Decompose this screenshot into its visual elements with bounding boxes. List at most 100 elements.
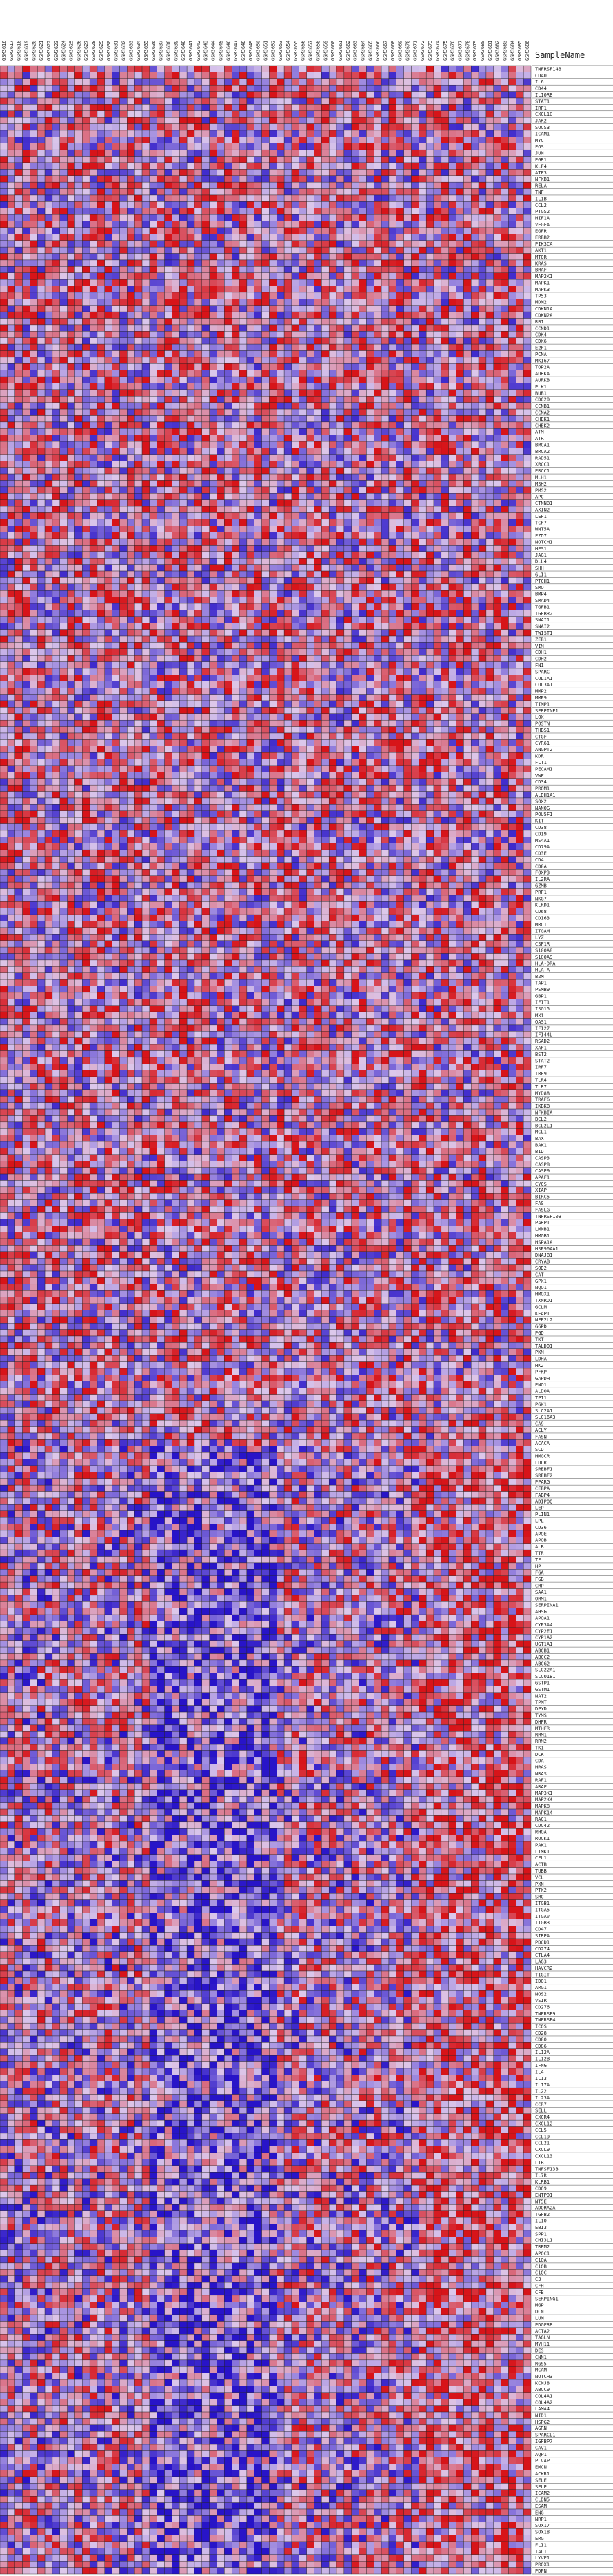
heatmap-cell [0, 78, 8, 86]
heatmap-cell [231, 389, 240, 397]
heatmap-cell [388, 137, 396, 143]
heatmap-cell [261, 188, 270, 196]
heatmap-cell [419, 149, 427, 157]
heatmap-cell [388, 84, 396, 92]
heatmap-cell [119, 389, 128, 397]
heatmap-cell [186, 299, 195, 306]
heatmap-cell [82, 221, 90, 228]
heatmap-cell [44, 376, 53, 383]
heatmap-cell [74, 227, 83, 234]
heatmap-cell [67, 234, 75, 241]
heatmap-cell [104, 311, 112, 319]
heatmap-cell [97, 389, 105, 397]
heatmap-cell [194, 493, 203, 500]
heatmap-cell [321, 299, 330, 306]
heatmap-cell [388, 123, 396, 131]
heatmap-cell [321, 130, 330, 137]
heatmap-cell [314, 181, 322, 189]
heatmap-cell [179, 499, 188, 507]
heatmap-cell [478, 130, 487, 137]
heatmap-cell [411, 486, 419, 494]
heatmap-cell [485, 473, 494, 481]
heatmap-cell [283, 253, 292, 261]
heatmap-cell [59, 123, 68, 131]
heatmap-cell [374, 441, 382, 448]
heatmap-cell [22, 156, 30, 163]
heatmap-cell [157, 305, 165, 312]
heatmap-cell [523, 467, 532, 475]
heatmap-cell [104, 396, 112, 403]
heatmap-cell [306, 350, 314, 358]
heatmap-cell [269, 279, 277, 286]
heatmap-cell [30, 435, 38, 442]
heatmap-cell [157, 408, 165, 416]
heatmap-cell [396, 175, 404, 183]
heatmap-cell [478, 72, 487, 79]
heatmap-cell [359, 137, 367, 143]
heatmap-cell [239, 318, 248, 326]
heatmap-cell [396, 84, 404, 92]
heatmap-cell [112, 299, 120, 306]
heatmap-cell [277, 499, 285, 507]
column-label: GSM3681 [488, 40, 493, 61]
heatmap-cell [508, 506, 516, 513]
heatmap-cell [471, 91, 479, 99]
heatmap-cell [67, 389, 75, 397]
heatmap-cell [381, 201, 390, 208]
heatmap-cell [30, 305, 38, 312]
heatmap-cell [359, 227, 367, 234]
heatmap-cell [456, 221, 464, 228]
heatmap-cell [441, 331, 449, 338]
heatmap-cell [291, 486, 300, 494]
heatmap-cell [74, 253, 83, 261]
heatmap-cell [396, 506, 404, 513]
heatmap-cell [388, 227, 396, 234]
heatmap-cell [44, 266, 53, 273]
heatmap-cell [37, 467, 46, 475]
heatmap-cell [82, 84, 90, 92]
heatmap-cell [0, 137, 8, 143]
heatmap-cell [508, 149, 516, 157]
heatmap-cell [254, 162, 262, 170]
heatmap-cell [74, 91, 83, 99]
heatmap-cell [141, 324, 150, 332]
heatmap-cell [403, 286, 412, 293]
heatmap-cell [478, 65, 487, 72]
heatmap-cell [172, 78, 180, 86]
heatmap-cell [30, 156, 38, 163]
heatmap-cell [179, 246, 188, 254]
heatmap-cell [277, 246, 285, 254]
heatmap-cell [425, 324, 434, 332]
heatmap-cell [501, 408, 509, 416]
heatmap-cell [299, 117, 307, 124]
heatmap-cell [172, 292, 180, 299]
heatmap-cell [0, 149, 8, 157]
heatmap-cell [194, 441, 203, 448]
heatmap-cell [516, 493, 524, 500]
heatmap-cell [89, 396, 98, 403]
heatmap-cell [448, 357, 456, 364]
heatmap-cell [456, 480, 464, 488]
heatmap-cell [441, 117, 449, 124]
heatmap-cell [403, 143, 412, 150]
heatmap-cell [411, 428, 419, 435]
heatmap-cell [493, 156, 501, 163]
heatmap-cell [74, 343, 83, 351]
heatmap-cell [485, 357, 494, 364]
heatmap-cell [112, 266, 120, 273]
heatmap-cell [299, 259, 307, 267]
heatmap-cell [179, 208, 188, 215]
heatmap-cell [14, 350, 23, 358]
heatmap-cell [246, 396, 254, 403]
heatmap-cell [508, 84, 516, 92]
heatmap-cell [306, 506, 314, 513]
heatmap-cell [239, 78, 248, 86]
heatmap-cell [44, 143, 53, 150]
heatmap-cell [157, 383, 165, 390]
heatmap-cell [246, 181, 254, 189]
heatmap-cell [30, 181, 38, 189]
heatmap-cell [463, 370, 472, 377]
heatmap-cell [456, 246, 464, 254]
heatmap-cell [441, 91, 449, 99]
heatmap-cell [283, 454, 292, 461]
